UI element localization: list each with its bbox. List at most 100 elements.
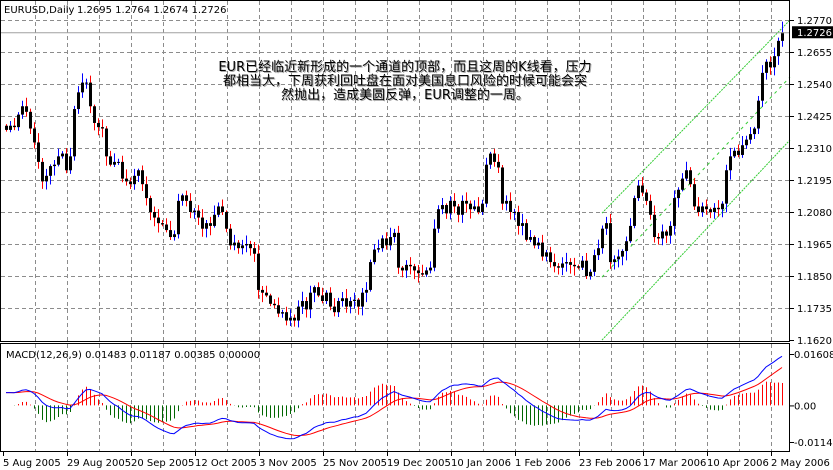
annotation-line: 然抛出，造成美圆反弹，EUR调整的一周。 xyxy=(281,88,529,103)
price-tick-label: 1.2540 xyxy=(797,80,832,91)
channel-line-middle[interactable] xyxy=(601,76,791,278)
channel-line-lower[interactable] xyxy=(601,139,791,341)
candle-body xyxy=(529,237,532,240)
macd-tick-label: 0.01608 xyxy=(794,350,833,361)
candle-body xyxy=(749,134,752,140)
time-tick-label: 20 Sep 2005 xyxy=(131,458,194,469)
candle-body xyxy=(649,200,652,215)
candle-body xyxy=(17,114,20,128)
symbol-label: EURUSD,Daily xyxy=(4,5,75,16)
candle-body xyxy=(301,301,304,307)
candle-body xyxy=(597,248,600,256)
macd-tick-label: 0.00 xyxy=(794,401,816,412)
candle-body xyxy=(601,228,604,249)
candle-body xyxy=(429,267,432,271)
candle-body xyxy=(81,82,84,93)
candle-body xyxy=(305,301,308,310)
macd-tick-label: -0.01144 xyxy=(794,438,833,449)
candle-body xyxy=(621,250,624,257)
candle-body xyxy=(93,106,96,123)
candle-body xyxy=(733,150,736,157)
candle-body xyxy=(445,205,448,214)
time-tick-label: 23 Feb 2006 xyxy=(579,458,641,469)
current-price-box xyxy=(792,26,833,39)
candle-body xyxy=(549,252,552,263)
time-tick-label: 29 Aug 2005 xyxy=(67,458,131,469)
candle-body xyxy=(421,273,424,275)
candle-body xyxy=(41,161,44,182)
candle-body xyxy=(501,167,504,204)
candle-body xyxy=(557,266,560,268)
candle-body xyxy=(753,128,756,135)
candle-body xyxy=(213,214,216,226)
candle-body xyxy=(509,200,512,212)
candle-body xyxy=(657,237,660,239)
candle-body xyxy=(113,161,116,165)
macd-axis: 0.01608 0.00 -0.01144 xyxy=(790,350,833,449)
candle-body xyxy=(89,82,92,107)
candle-body xyxy=(161,223,164,225)
candle-body xyxy=(341,298,344,302)
candle-body xyxy=(165,224,168,231)
candle-body xyxy=(221,206,224,212)
candle-body xyxy=(425,270,428,275)
candle-body xyxy=(653,214,656,238)
candle-body xyxy=(585,260,588,276)
macd-main-line xyxy=(6,355,783,440)
candle-body xyxy=(689,170,692,185)
candle-body xyxy=(777,40,780,57)
candle-body xyxy=(677,189,680,199)
candle-body xyxy=(397,232,400,268)
candle-body xyxy=(481,203,484,212)
candle-body xyxy=(417,270,420,274)
main-panel-frame xyxy=(0,0,790,342)
candle-body xyxy=(121,161,124,179)
candle-body xyxy=(641,185,644,193)
price-tick-label: 1.2080 xyxy=(797,208,832,219)
candle-body xyxy=(493,153,496,162)
candle-body xyxy=(485,164,488,204)
candle-body xyxy=(765,61,768,73)
macd-plot xyxy=(6,355,783,440)
candle-body xyxy=(565,262,568,264)
candle-body xyxy=(593,255,596,272)
candle-body xyxy=(137,170,140,176)
candle-body xyxy=(381,238,384,249)
candle-body xyxy=(69,156,72,171)
candle-body xyxy=(265,292,268,296)
candle-body xyxy=(261,289,264,293)
candle-body xyxy=(65,153,68,171)
annotation-line: EUR已经临近新形成的一个通道的顶部，而且这周的K线看，压力 xyxy=(218,60,592,75)
time-tick-label: 5 Aug 2005 xyxy=(3,458,61,469)
candle-body xyxy=(57,156,60,165)
candle-body xyxy=(253,248,256,254)
candle-body xyxy=(157,217,160,224)
candle-body xyxy=(761,72,764,101)
macd-title: MACD(12,26,9) 0.01483 0.01187 0.00385 0.… xyxy=(6,350,260,361)
candle-body xyxy=(105,128,108,157)
candle-body xyxy=(365,289,368,293)
candle-body xyxy=(197,210,200,218)
candle-body xyxy=(605,223,608,229)
candle-body xyxy=(293,317,296,321)
candle-body xyxy=(29,111,32,129)
candle-body xyxy=(321,295,324,302)
time-tick-label: 19 Dec 2005 xyxy=(387,458,451,469)
candle-body xyxy=(729,156,732,171)
candle-body xyxy=(257,253,260,290)
candle-body xyxy=(313,287,316,293)
candle-body xyxy=(185,195,188,201)
candle-body xyxy=(277,305,280,314)
candle-body xyxy=(473,206,476,210)
candle-body xyxy=(741,145,744,155)
candle-body xyxy=(145,184,148,199)
candle-body xyxy=(205,223,208,229)
candle-body xyxy=(13,125,16,128)
trend-channel[interactable] xyxy=(601,19,791,341)
candle-body xyxy=(201,217,204,229)
candle-body xyxy=(97,122,100,128)
candle-body xyxy=(645,192,648,201)
candle-body xyxy=(665,231,668,236)
